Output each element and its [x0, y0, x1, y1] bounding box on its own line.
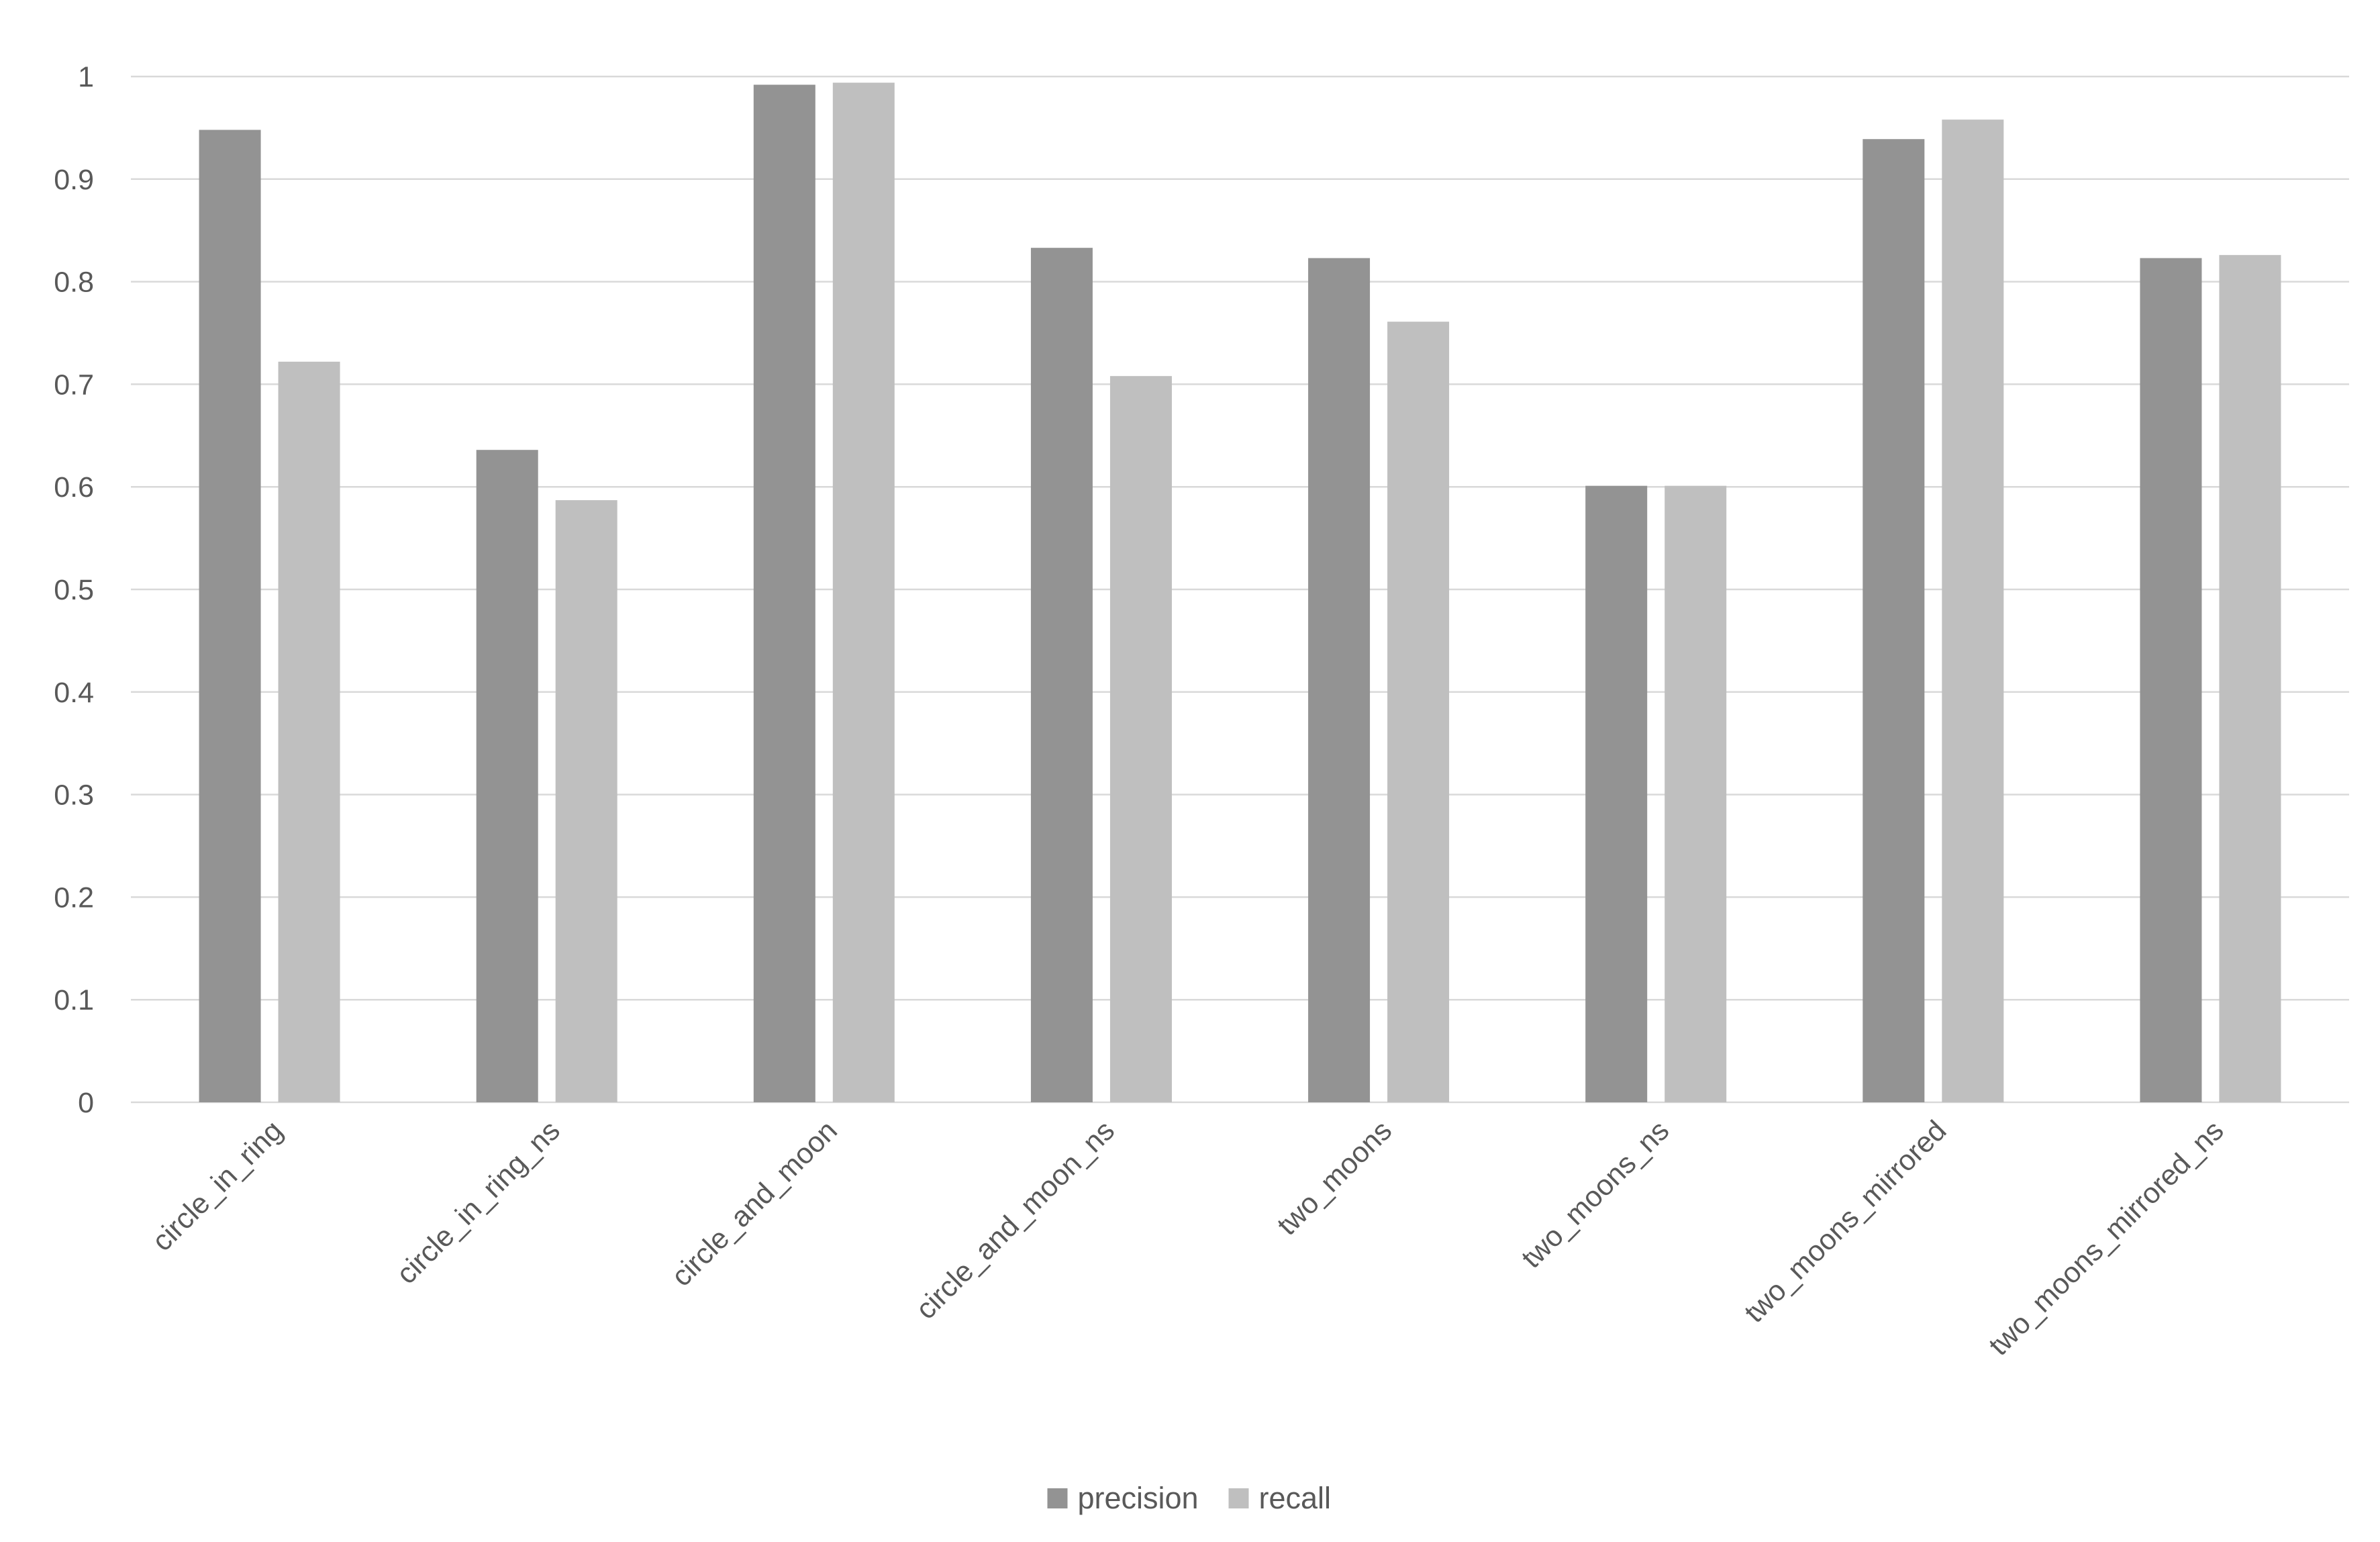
- x-category-label: two_moons_mirrored_ns: [1983, 1114, 2230, 1362]
- x-category-label: circle_and_moon_ns: [909, 1114, 1121, 1326]
- bar-precision: [1585, 485, 1648, 1102]
- bar-recall: [1665, 485, 1727, 1102]
- y-tick-label: 0.3: [54, 779, 94, 812]
- bar-recall: [1387, 322, 1450, 1102]
- legend-swatch-precision: [1047, 1488, 1068, 1508]
- x-category-label: two_moons_ns: [1516, 1114, 1675, 1274]
- y-tick-label: 0.7: [54, 369, 94, 401]
- bar-precision: [1863, 139, 1925, 1102]
- x-category-label: circle_in_ring: [146, 1114, 289, 1257]
- bar-recall: [1109, 376, 1172, 1102]
- legend-label-precision: precision: [1078, 1481, 1199, 1515]
- legend-swatch-recall: [1228, 1488, 1249, 1508]
- bar-recall: [832, 83, 895, 1103]
- x-category-label: circle_and_moon: [665, 1114, 844, 1293]
- bars: [199, 83, 2281, 1103]
- x-category-label: circle_in_ring_ns: [391, 1114, 566, 1290]
- x-category-label: two_moons_mirrored: [1738, 1114, 1953, 1329]
- bar-precision: [199, 130, 261, 1102]
- y-tick-label: 0.8: [54, 267, 94, 299]
- y-axis-tick-labels: 0 0.1 0.2 0.3 0.4 0.5 0.6 0.7 0.8 0.9 1: [54, 61, 94, 1119]
- y-tick-label: 0.2: [54, 881, 94, 914]
- y-tick-label: 0.6: [54, 471, 94, 503]
- x-axis-category-labels: circle_in_ring circle_in_ring_ns circle_an…: [146, 1114, 2230, 1362]
- y-tick-label: 1: [78, 61, 94, 93]
- gridlines: [131, 75, 2349, 1104]
- legend-label-recall: recall: [1259, 1481, 1332, 1515]
- legend: precision recall: [1047, 1481, 1332, 1515]
- x-category-label: two_moons: [1271, 1114, 1398, 1241]
- y-tick-label: 0.9: [54, 164, 94, 196]
- bar-recall: [2219, 254, 2281, 1102]
- bar-recall: [555, 500, 617, 1102]
- bar-precision: [1308, 258, 1371, 1102]
- bar-recall: [1942, 119, 2004, 1102]
- y-tick-label: 0: [78, 1087, 94, 1119]
- bar-recall: [278, 361, 340, 1103]
- y-tick-label: 0.1: [54, 984, 94, 1016]
- bar-precision: [1030, 248, 1093, 1102]
- y-tick-label: 0.4: [54, 677, 94, 709]
- bar-precision: [2140, 258, 2202, 1102]
- bar-precision: [476, 450, 538, 1102]
- bar-precision: [753, 85, 815, 1102]
- y-tick-label: 0.5: [54, 574, 94, 606]
